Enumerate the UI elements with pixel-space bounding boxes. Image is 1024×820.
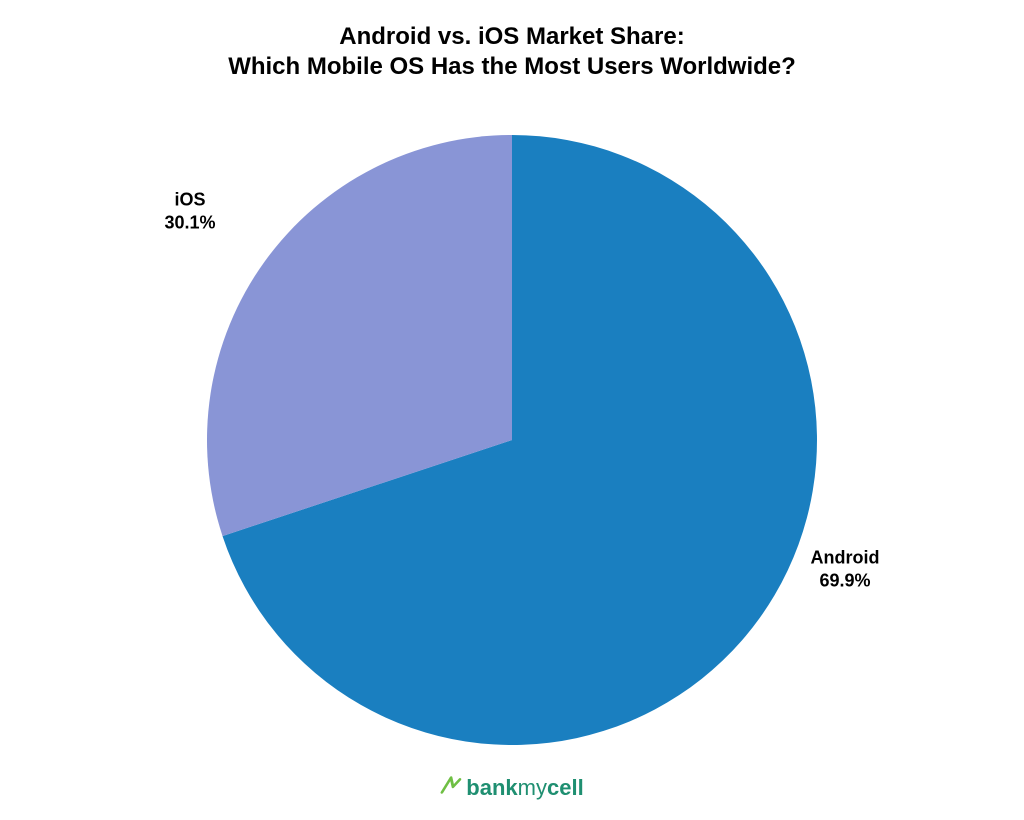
brand-mid: my	[518, 775, 547, 800]
title-line-2: Which Mobile OS Has the Most Users World…	[228, 53, 796, 80]
brand-text: bankmycell	[466, 775, 583, 801]
chart-container: Android vs. iOS Market Share: Which Mobi…	[0, 0, 1024, 820]
brand-suffix: cell	[547, 775, 584, 800]
pie-svg	[207, 135, 817, 745]
title-line-1: Android vs. iOS Market Share:	[339, 23, 684, 50]
footer-logo: bankmycell	[0, 774, 1024, 802]
slice-label-android: Android 69.9%	[811, 547, 880, 594]
pie-chart	[207, 135, 817, 745]
logo-path	[442, 778, 460, 793]
brand-prefix: bank	[466, 775, 517, 800]
slice-pct-ios: 30.1%	[164, 212, 215, 235]
brand: bankmycell	[440, 774, 583, 802]
slice-label-ios: iOS 30.1%	[164, 189, 215, 236]
slice-name-android: Android	[811, 547, 880, 570]
logo-icon	[438, 774, 465, 802]
slice-pct-android: 69.9%	[811, 570, 880, 593]
slice-name-ios: iOS	[164, 189, 215, 212]
chart-title: Android vs. iOS Market Share: Which Mobi…	[0, 22, 1024, 82]
